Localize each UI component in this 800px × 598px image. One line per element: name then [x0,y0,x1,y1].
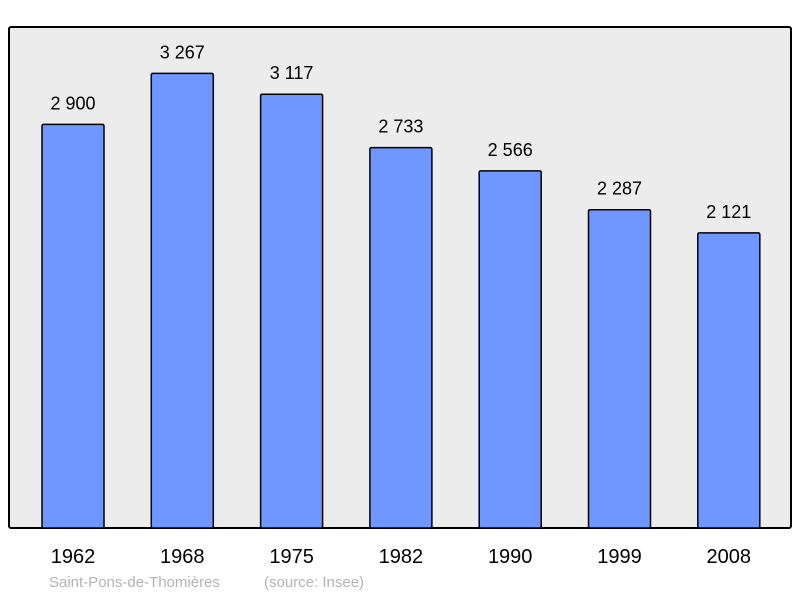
data-label: 3 117 [270,63,314,83]
bar-1990 [478,170,542,529]
x-tick-label: 2008 [707,546,752,568]
data-label: 3 267 [160,42,205,62]
bar-1968 [150,72,215,529]
x-tick-label: 1982 [379,546,424,568]
x-tick-label: 1962 [51,546,96,568]
data-label: 2 287 [597,179,642,199]
data-label: 2 566 [488,140,533,160]
data-label: 2 900 [50,93,95,113]
x-tick-label: 1990 [488,546,533,568]
bar-1982 [369,146,433,529]
bar-1999 [587,208,652,529]
footer-source: (source: Insee) [264,574,365,591]
bar-2008 [697,232,761,529]
x-tick-label: 1968 [160,546,205,568]
x-tick-label: 1999 [597,546,642,568]
data-label: 2 733 [378,117,423,137]
footer-place: Saint-Pons-de-Thomières [49,574,220,591]
data-label: 2 121 [706,202,751,222]
bar-1975 [259,93,324,529]
x-tick-label: 1975 [269,546,314,568]
bar-1962 [41,123,105,529]
